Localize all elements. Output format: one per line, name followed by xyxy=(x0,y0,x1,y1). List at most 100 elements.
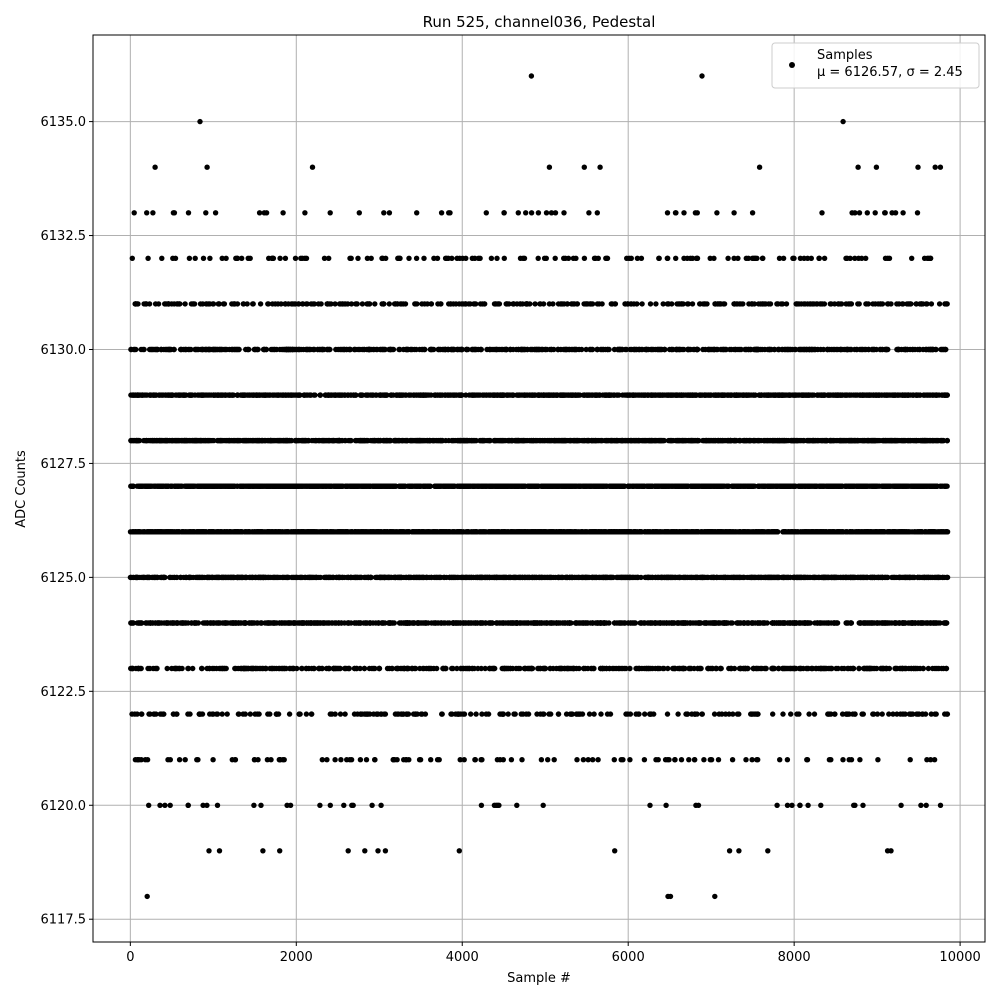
sample-point xyxy=(932,711,938,717)
sample-point xyxy=(836,529,843,535)
sample-point xyxy=(474,529,480,535)
sample-point xyxy=(276,529,283,535)
sample-point xyxy=(345,620,351,626)
sample-point xyxy=(804,665,810,672)
sample-point xyxy=(337,665,343,672)
sample-point xyxy=(716,711,722,717)
sample-point xyxy=(711,711,718,717)
sample-point xyxy=(487,529,493,535)
sample-point xyxy=(420,665,426,672)
sample-point xyxy=(342,665,348,672)
sample-point xyxy=(551,757,557,763)
sample-point xyxy=(294,665,300,672)
sample-point xyxy=(332,711,338,717)
sample-point xyxy=(627,574,633,581)
sample-point xyxy=(432,529,438,535)
sample-point xyxy=(613,529,620,535)
sample-point xyxy=(856,529,862,535)
sample-point xyxy=(299,620,305,626)
sample-point xyxy=(327,802,333,808)
sample-point xyxy=(438,529,444,535)
sample-point xyxy=(519,757,525,763)
sample-point xyxy=(308,711,315,717)
sample-point xyxy=(780,665,786,672)
sample-point xyxy=(310,574,316,581)
sample-point xyxy=(806,711,812,717)
sample-point xyxy=(709,665,716,672)
sample-point xyxy=(579,711,586,717)
sample-point xyxy=(199,529,205,535)
sample-point xyxy=(460,665,466,672)
sample-point xyxy=(509,529,515,535)
sample-point xyxy=(843,620,849,626)
sample-point xyxy=(146,711,152,717)
sample-point xyxy=(225,574,231,581)
sample-point xyxy=(641,757,648,763)
sample-point xyxy=(232,757,239,763)
sample-point xyxy=(890,711,896,717)
sample-point xyxy=(797,802,803,808)
sample-point xyxy=(879,711,885,717)
sample-point xyxy=(676,574,682,581)
sample-point xyxy=(623,711,629,717)
sample-point xyxy=(905,529,912,535)
sample-point xyxy=(219,711,225,717)
sample-point xyxy=(438,620,444,626)
sample-point xyxy=(871,711,877,717)
sample-point xyxy=(647,711,653,717)
sample-point xyxy=(187,711,193,717)
sample-point xyxy=(132,757,139,763)
sample-point xyxy=(312,529,319,535)
sample-point xyxy=(701,529,708,535)
sample-point xyxy=(231,574,237,581)
sample-point xyxy=(873,529,879,535)
sample-point xyxy=(508,757,515,763)
sample-point xyxy=(266,529,272,535)
sample-point xyxy=(523,711,529,717)
sample-point xyxy=(633,711,639,717)
sample-point xyxy=(362,848,368,854)
sample-point xyxy=(684,620,690,626)
sample-point xyxy=(400,665,407,672)
sample-point xyxy=(556,529,563,535)
sample-point xyxy=(548,711,554,717)
sample-point xyxy=(601,574,607,581)
sample-point xyxy=(649,665,656,672)
sample-point xyxy=(441,574,448,581)
sample-point xyxy=(528,620,534,626)
sample-point xyxy=(567,665,573,672)
sample-point xyxy=(389,665,395,672)
sample-point xyxy=(207,711,213,717)
sample-point xyxy=(153,620,159,626)
sample-point xyxy=(923,529,929,535)
sample-point xyxy=(893,620,900,626)
sample-point xyxy=(682,574,688,581)
sample-point xyxy=(162,802,168,808)
sample-point xyxy=(252,665,259,672)
sample-point xyxy=(870,574,876,581)
sample-point xyxy=(479,757,485,763)
sample-point xyxy=(307,620,313,626)
sample-point xyxy=(138,620,144,626)
sample-point xyxy=(272,529,278,535)
sample-point xyxy=(420,529,426,535)
sample-point xyxy=(296,711,302,717)
sample-point xyxy=(339,529,345,535)
sample-point xyxy=(400,529,407,535)
sample-point xyxy=(670,665,676,672)
sample-point xyxy=(933,620,940,626)
sample-point xyxy=(199,574,205,581)
sample-point xyxy=(384,529,390,535)
sample-point xyxy=(643,665,649,672)
sample-point xyxy=(316,574,322,581)
sample-point xyxy=(168,620,175,626)
sample-point xyxy=(231,529,237,535)
sample-point xyxy=(157,711,163,717)
sample-point xyxy=(560,574,566,581)
sample-point xyxy=(256,711,262,717)
sample-point xyxy=(545,757,551,763)
sample-point xyxy=(328,574,334,581)
sample-point xyxy=(522,665,528,672)
sample-point xyxy=(746,529,752,535)
sample-point xyxy=(834,620,840,626)
